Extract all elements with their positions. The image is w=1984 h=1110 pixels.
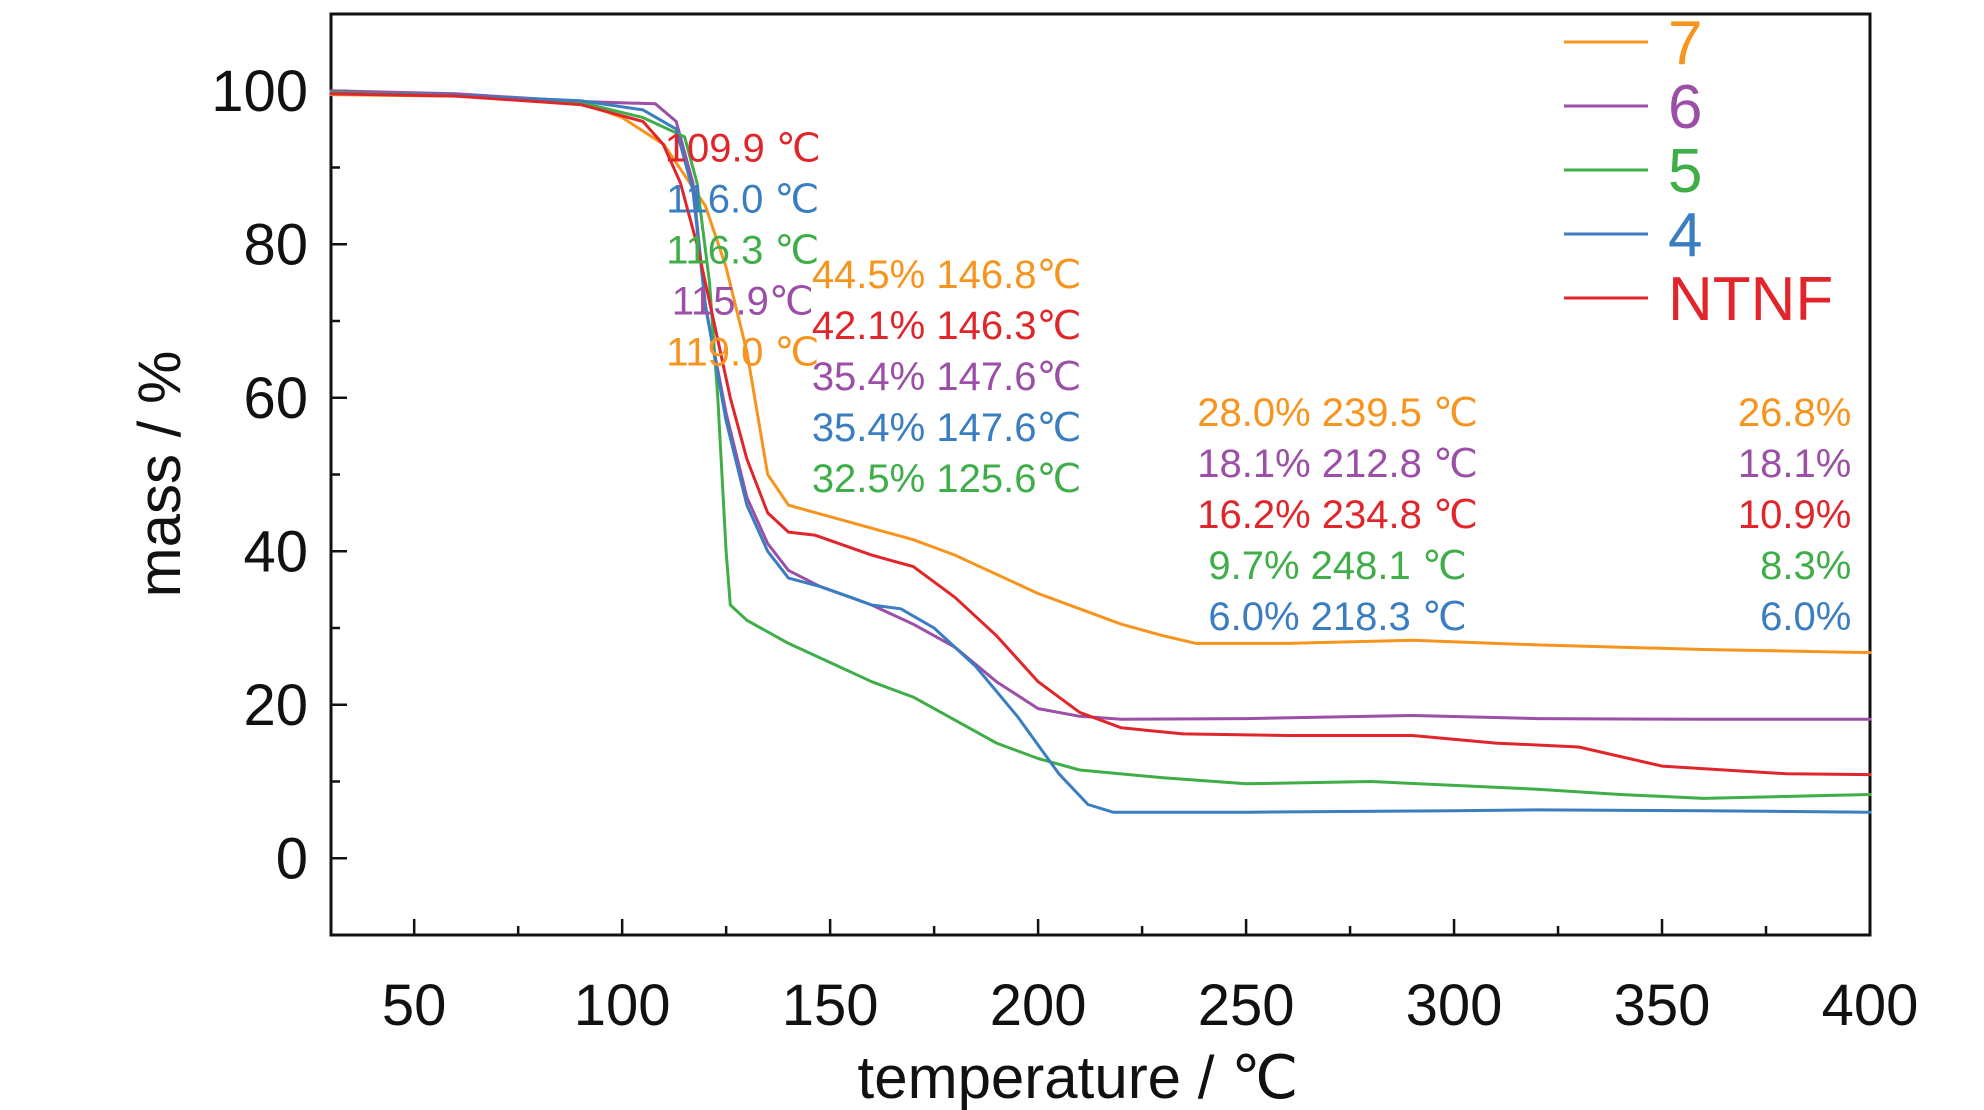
annotation-label: 28.0% 239.5 ℃ — [1197, 391, 1478, 435]
annotation-label: 10.9% — [1738, 493, 1851, 537]
annotation-label: 42.1% 146.3℃ — [812, 304, 1082, 348]
y-tick-label: 0 — [276, 826, 308, 891]
annotation-label: 16.2% 234.8 ℃ — [1197, 493, 1478, 537]
series-line-ntnf — [329, 92, 1872, 777]
x-tick-label: 150 — [782, 973, 879, 1038]
x-tick-label: 200 — [990, 973, 1087, 1038]
legend-label: 6 — [1668, 73, 1702, 142]
annotation-label: 8.3% — [1760, 544, 1851, 588]
x-tick-label: 300 — [1406, 973, 1503, 1038]
axis-ticks — [331, 12, 1872, 937]
legend-label: 5 — [1668, 137, 1702, 206]
annotation-label: 35.4% 147.6℃ — [812, 355, 1082, 399]
y-tick-label: 60 — [243, 366, 308, 431]
series-line-6 — [329, 89, 1872, 721]
legend-label: NTNF — [1668, 265, 1833, 334]
series-line-5 — [329, 90, 1872, 800]
x-axis-title: temperature / ℃ — [858, 1044, 1299, 1110]
annotation-label: 44.5% 146.8℃ — [812, 253, 1082, 297]
x-tick-label: 250 — [1198, 973, 1295, 1038]
y-tick-label: 40 — [243, 519, 308, 584]
y-tick-label: 20 — [243, 673, 308, 738]
annotation-label: 32.5% 125.6℃ — [812, 457, 1082, 501]
annotation-label: 18.1% 212.8 ℃ — [1197, 442, 1478, 486]
x-tick-label: 50 — [382, 973, 447, 1038]
annotation-label: 35.4% 147.6℃ — [812, 406, 1082, 450]
annotations: 109.9 ℃ 116.0 ℃ 116.3 ℃ 115.9℃ 119.0 ℃ 44.5% … — [665, 126, 1852, 639]
annotation-label: 119.0 ℃ — [666, 330, 819, 374]
annotation-label: 18.1% — [1738, 442, 1851, 486]
series-line-4 — [329, 91, 1872, 814]
y-tick-label: 100 — [211, 59, 308, 124]
annotation-label: 6.0% — [1760, 595, 1851, 639]
series-line-7 — [329, 93, 1872, 655]
x-tick-label: 350 — [1614, 973, 1711, 1038]
annotation-label: 26.8% — [1738, 391, 1851, 435]
annotation-label: 116.3 ℃ — [666, 228, 819, 272]
x-tick-label: 400 — [1822, 973, 1919, 1038]
y-tick-label: 80 — [243, 212, 308, 277]
x-tick-label: 100 — [574, 973, 671, 1038]
legend-label: 4 — [1668, 201, 1702, 270]
series-lines — [329, 89, 1872, 814]
annotation-label: 9.7% 248.1 ℃ — [1208, 544, 1466, 588]
y-axis-title: mass / % — [126, 351, 193, 598]
annotation-label: 116.0 ℃ — [666, 177, 819, 221]
annotation-label: 109.9 ℃ — [665, 126, 821, 170]
legend-label: 7 — [1668, 9, 1702, 78]
axis-tick-labels: 50 100 150 200 250 300 350 400 0 20 40 60 80 100 — [211, 59, 1918, 1038]
annotation-label: 6.0% 218.3 ℃ — [1208, 595, 1466, 639]
annotation-label: 115.9℃ — [672, 279, 814, 323]
